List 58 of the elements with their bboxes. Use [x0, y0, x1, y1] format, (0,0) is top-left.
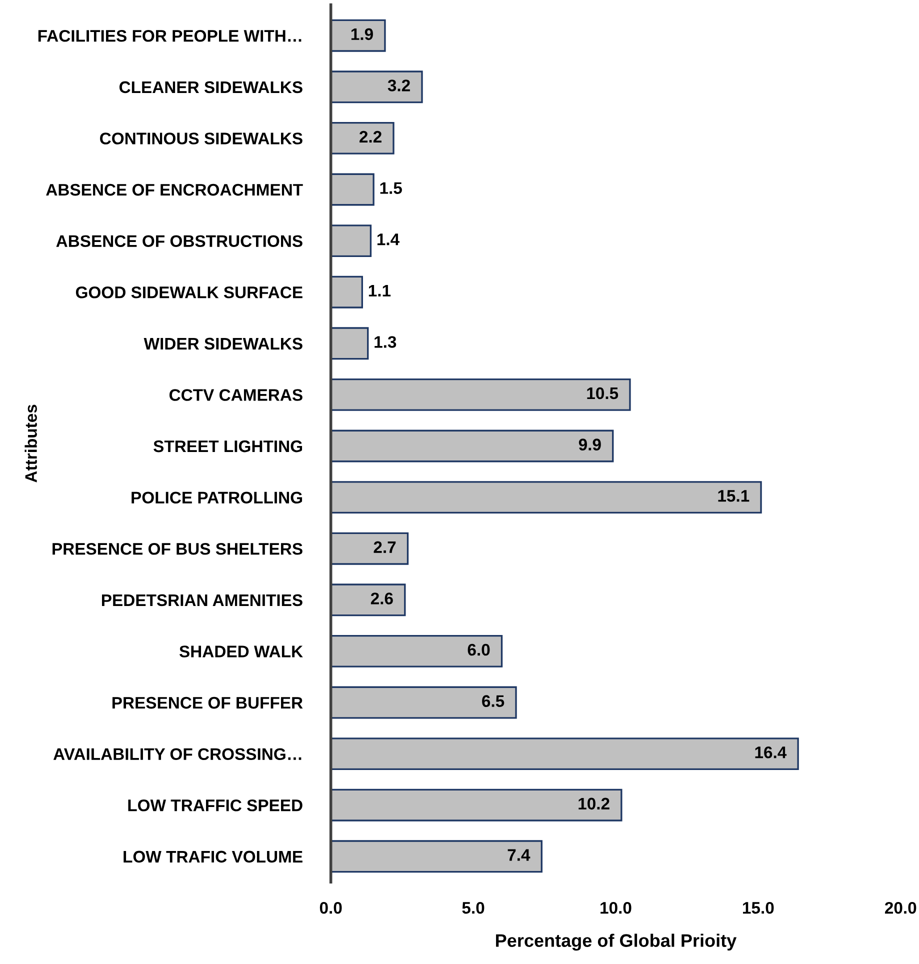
- data-label: 1.1: [368, 284, 391, 296]
- data-label: 2.2: [360, 130, 382, 143]
- x-tick-label: 0.0: [320, 902, 342, 914]
- x-tick-label: 15.0: [743, 902, 774, 914]
- y-tick-label: CLEANER SIDEWALKS: [119, 81, 302, 94]
- data-label: 16.4: [755, 746, 787, 758]
- bar: [330, 686, 517, 719]
- data-label: 1.4: [377, 234, 400, 246]
- data-label: 10.2: [578, 798, 610, 810]
- y-axis-title: Attributes: [24, 404, 37, 482]
- data-label: 2.7: [374, 541, 396, 553]
- y-tick-label: CCTV CAMERAS: [169, 389, 302, 401]
- bar: [330, 481, 762, 514]
- y-tick-label: SHADED WALK: [179, 646, 303, 658]
- y-tick-label: PRESENCE OF BUFFER: [112, 696, 303, 709]
- y-tick-label: GOOD SIDEWALK SURFACE: [76, 286, 302, 298]
- y-tick-label: LOW TRAFIC VOLUME: [124, 850, 302, 863]
- y-tick-label: CONTINOUS SIDEWALKS: [100, 132, 302, 144]
- bar: [330, 224, 372, 258]
- bar: [330, 532, 409, 565]
- data-label: 7.4: [508, 849, 530, 861]
- bar: [330, 173, 374, 206]
- y-tick-label: PRESENCE OF BUS SHELTERS: [52, 543, 302, 555]
- bar: [330, 584, 406, 616]
- bar: [330, 276, 364, 308]
- bar: [330, 19, 386, 52]
- data-label: 6.0: [468, 644, 490, 656]
- data-label: 15.1: [718, 490, 750, 502]
- x-tick-label: 20.0: [884, 902, 916, 914]
- data-label: 9.9: [578, 438, 601, 450]
- data-label: 1.5: [380, 182, 402, 194]
- data-label: 10.5: [587, 387, 618, 400]
- bar: [330, 738, 799, 770]
- bar: [330, 788, 622, 822]
- bar: [330, 122, 394, 154]
- y-tick-label: ABSENCE OF ENCROACHMENT: [46, 184, 303, 196]
- y-tick-label: ABSENCE OF OBSTRUCTIONS: [56, 235, 302, 248]
- bar: [330, 430, 614, 462]
- y-tick-label: STREET LIGHTING: [154, 440, 302, 452]
- x-tick-label: 5.0: [462, 902, 484, 914]
- data-label: 1.9: [351, 28, 373, 40]
- x-tick-label: 10.0: [600, 902, 632, 914]
- x-axis-title: Percentage of Global Prioity: [496, 934, 737, 951]
- bar: [330, 634, 503, 668]
- y-tick-label: LOW TRAFFIC SPEED: [128, 800, 302, 812]
- y-tick-label: AVAILABILITY OF CROSSING…: [53, 748, 302, 760]
- data-label: 2.6: [370, 592, 393, 604]
- bar: [330, 840, 542, 873]
- y-tick-label: POLICE PATROLLING: [132, 492, 302, 504]
- bar: [330, 327, 369, 360]
- y-tick-label: FACILITIES FOR PEOPLE WITH…: [38, 30, 302, 42]
- bar: [330, 378, 631, 411]
- data-label: 3.2: [388, 80, 410, 92]
- data-label: 1.3: [374, 336, 396, 348]
- y-tick-label: WIDER SIDEWALKS: [144, 338, 302, 350]
- y-tick-label: PEDETSRIAN AMENITIES: [102, 594, 302, 606]
- data-label: 6.5: [482, 695, 504, 707]
- bar: [330, 70, 423, 104]
